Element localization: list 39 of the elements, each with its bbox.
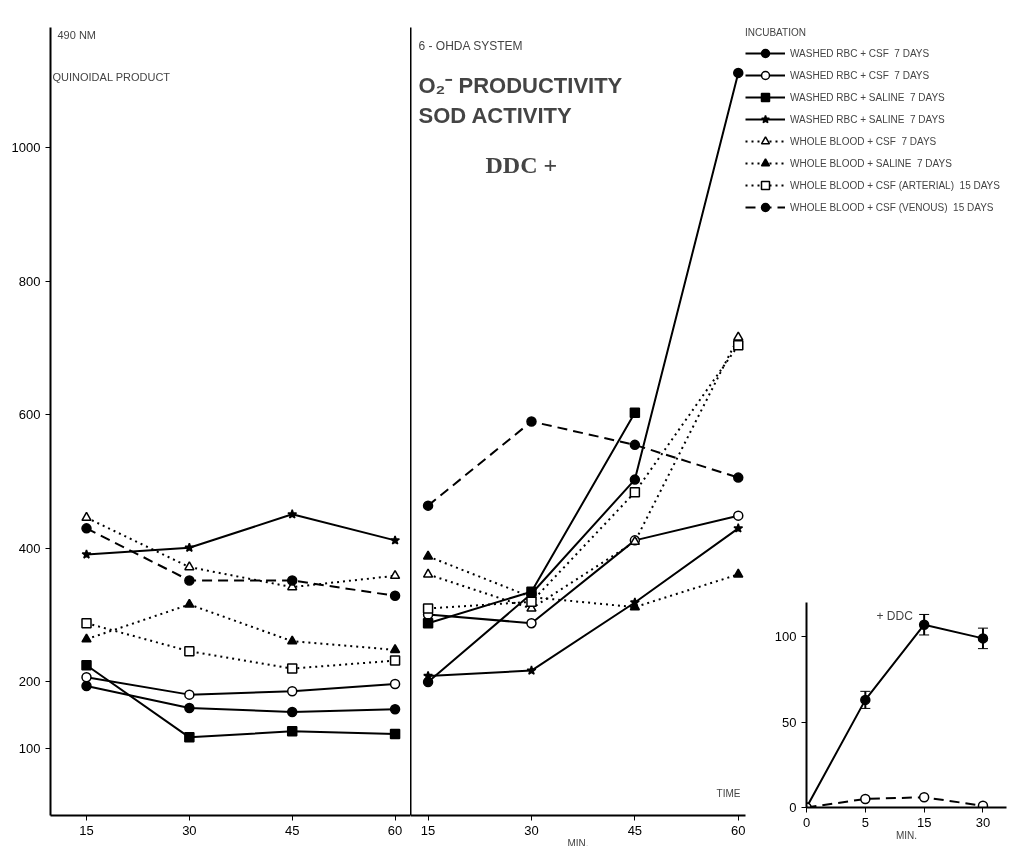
x-axis-title: MIN. xyxy=(895,829,918,841)
x-axis-title: MIN. xyxy=(567,837,589,846)
legend-label: WASHED RBC + SALINE 7 DAYS xyxy=(790,112,945,126)
y-tick-label: 1000 xyxy=(11,140,41,156)
x-tick-label: 60 xyxy=(387,822,403,838)
annotation: 6 - OHDA SYSTEM xyxy=(418,38,523,53)
y-tick-label: 200 xyxy=(18,674,41,690)
annotation: TIME xyxy=(716,788,741,799)
legend-label: WHOLE BLOOD + CSF (ARTERIAL) 15 DAYS xyxy=(790,178,1000,192)
x-tick-label: 45 xyxy=(627,822,643,838)
legend-label: WHOLE BLOOD + SALINE 7 DAYS xyxy=(790,156,952,170)
y-tick-label: 100 xyxy=(18,741,41,757)
annotation: DDC + xyxy=(485,151,558,178)
legend-title: INCUBATION xyxy=(745,27,807,38)
x-tick-label: 0 xyxy=(802,814,811,830)
annotation: QUINOIDAL PRODUCT xyxy=(52,70,171,83)
x-tick-label: 45 xyxy=(284,822,300,838)
legend-label: WASHED RBC + CSF 7 DAYS xyxy=(790,46,930,60)
y-tick-label: 400 xyxy=(18,540,41,556)
x-tick-label: 30 xyxy=(975,814,991,830)
x-tick-label: 15 xyxy=(916,814,932,830)
y-tick-label: 100 xyxy=(774,629,797,645)
text: O₂⁻ PRODUCTIVITY SOD ACTIVITY xyxy=(418,72,623,128)
legend-label: WHOLE BLOOD + CSF (VENOUS) 15 DAYS xyxy=(790,200,994,214)
y-tick-label: 0 xyxy=(789,800,797,815)
x-tick-label: 30 xyxy=(182,822,197,838)
legend-label: WASHED RBC + SALINE 7 DAYS xyxy=(790,90,945,104)
legend-label: WHOLE BLOOD + CSF 7 DAYS xyxy=(790,134,937,148)
x-tick-label: 15 xyxy=(79,822,94,838)
x-tick-label: 5 xyxy=(861,814,869,830)
x-tick-label: 30 xyxy=(524,822,539,838)
x-tick-label: 60 xyxy=(731,822,746,838)
y-tick-label: 50 xyxy=(782,714,797,730)
y-tick-label: 800 xyxy=(18,273,41,289)
y-tick-label: 600 xyxy=(18,407,41,423)
annotation: 490 NM xyxy=(57,28,97,41)
annotation: + DDC xyxy=(876,608,914,623)
x-tick-label: 15 xyxy=(420,822,436,838)
legend-label: WASHED RBC + CSF 7 DAYS xyxy=(790,68,930,82)
